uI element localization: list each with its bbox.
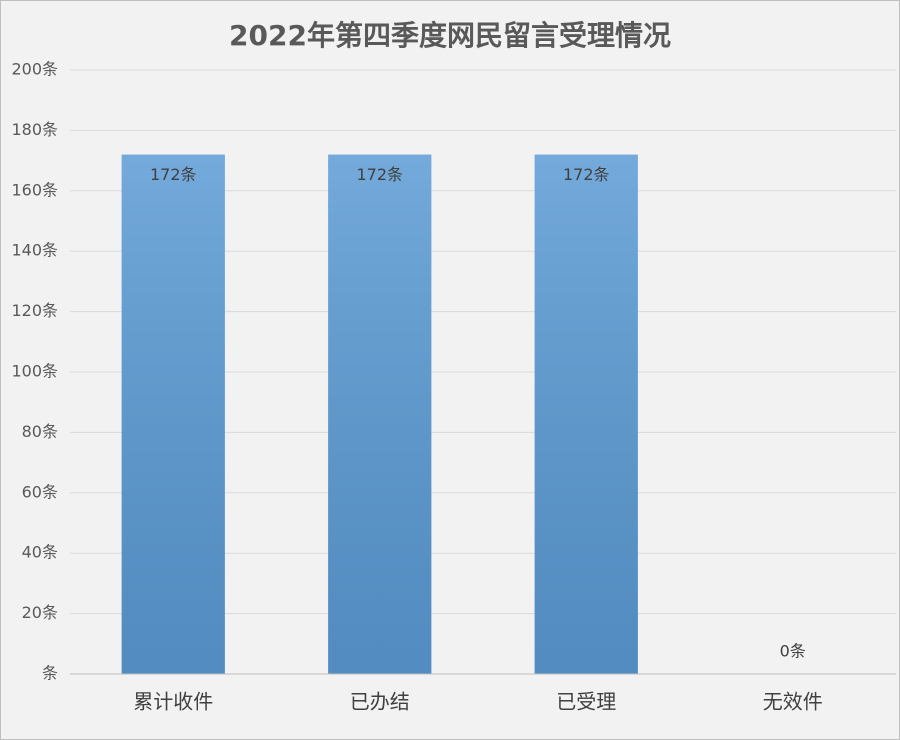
y-tick-label: 60条 [22,482,58,501]
y-tick-label: 20条 [22,603,58,622]
value-label: 0条 [780,642,806,661]
y-tick-label: 100条 [11,362,58,381]
bar-shade [328,154,432,674]
x-tick-label: 已办结 [350,690,410,714]
y-tick-label: 200条 [11,60,58,79]
chart-title: 2022年第四季度网民留言受理情况 [229,19,671,52]
y-tick-label: 40条 [22,543,58,562]
bar-shade [121,154,225,674]
y-tick-label: 140条 [11,241,58,260]
x-tick-label: 无效件 [763,690,823,714]
y-tick-label: 180条 [11,120,58,139]
y-tick-label: 80条 [22,422,58,441]
bar-shade [534,154,638,674]
value-label: 172条 [356,165,403,184]
y-tick-label: 120条 [11,301,58,320]
y-tick-label: 条 [42,664,58,683]
y-tick-label: 160条 [11,180,58,199]
x-tick-label: 累计收件 [133,690,213,714]
x-tick-label: 已受理 [556,690,616,714]
value-label: 172条 [563,165,610,184]
value-label: 172条 [150,165,197,184]
